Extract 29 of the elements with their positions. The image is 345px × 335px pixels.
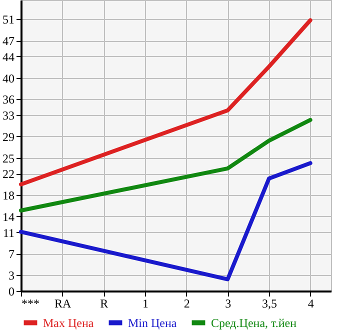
y-tick-label: 22 bbox=[2, 167, 14, 182]
x-tick-label: 2 bbox=[184, 296, 190, 310]
x-tick-label: R bbox=[100, 296, 108, 310]
legend-label: Min Цена bbox=[128, 316, 178, 330]
x-tick-label: 3,5 bbox=[262, 296, 277, 310]
y-tick-label: 3 bbox=[8, 268, 14, 283]
legend-label: Max Цена bbox=[43, 316, 94, 330]
line-series bbox=[19, 118, 312, 213]
y-tick-label: 51 bbox=[2, 12, 14, 27]
y-tick-label: 44 bbox=[2, 50, 14, 64]
x-tick-label: *** bbox=[22, 296, 40, 310]
x-tick-label: 1 bbox=[142, 296, 148, 310]
y-tick-label: 47 bbox=[2, 34, 14, 48]
y-tick-label: 7 bbox=[8, 247, 14, 262]
y-tick-label: 40 bbox=[2, 71, 14, 86]
x-tick-label: RA bbox=[54, 296, 72, 310]
y-tick-label: 14 bbox=[2, 210, 14, 224]
y-tick-label: 25 bbox=[2, 151, 14, 166]
x-tick-label: 3 bbox=[225, 296, 232, 310]
y-tick-label: 11 bbox=[2, 226, 14, 240]
y-tick-label: 36 bbox=[2, 92, 14, 107]
y-tick-label: 0 bbox=[8, 284, 14, 298]
line-series bbox=[19, 18, 312, 186]
y-tick-label: 33 bbox=[2, 108, 14, 123]
y-tick-label: 18 bbox=[2, 188, 14, 203]
legend-label: Сред.Цена, т.йен bbox=[211, 316, 298, 330]
line-series bbox=[19, 161, 312, 282]
x-tick-label: 4 bbox=[308, 296, 314, 310]
y-tick-label: 29 bbox=[2, 130, 14, 144]
